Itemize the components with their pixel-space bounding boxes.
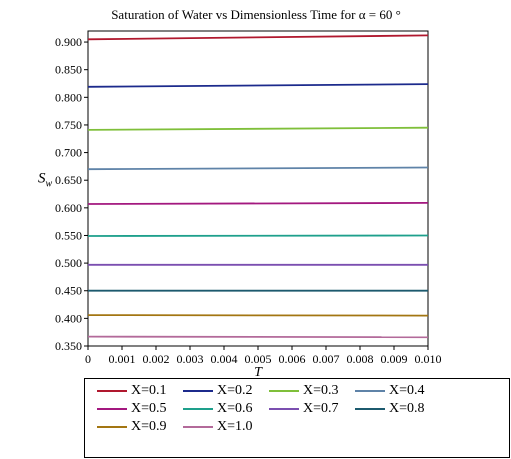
y-tick-label: 0.550	[55, 228, 82, 242]
legend-swatch	[355, 390, 385, 392]
legend-swatch	[97, 426, 127, 428]
series-line-x-0-4	[87, 166, 429, 171]
x-tick-label: 0.001	[109, 352, 136, 366]
legend-label: X=0.7	[303, 401, 339, 416]
plot-frame	[87, 30, 429, 347]
legend-swatch	[183, 426, 213, 428]
legend-label: X=0.1	[131, 383, 167, 398]
x-tick-label: 0.009	[381, 352, 408, 366]
legend-item: X=1.0	[183, 419, 253, 434]
legend-swatch	[183, 408, 213, 410]
y-tick-label: 0.350	[55, 339, 82, 353]
x-tick-label: 0.006	[279, 352, 306, 366]
y-axis-label-sub: w	[46, 178, 53, 189]
chart-title: Saturation of Water vs Dimensionless Tim…	[111, 7, 401, 22]
legend-label: X=0.3	[303, 383, 339, 398]
legend-label: X=0.5	[131, 401, 167, 416]
y-tick-label: 0.450	[55, 284, 82, 298]
legend-swatch	[97, 408, 127, 410]
x-tick-label: 0.010	[415, 352, 442, 366]
legend-item: X=0.9	[97, 419, 167, 434]
series-line-x-0-6	[87, 234, 429, 237]
x-tick-label: 0.004	[211, 352, 238, 366]
series-line-x-1-0	[87, 335, 429, 339]
legend-item: X=0.1	[97, 383, 167, 398]
legend-label: X=0.8	[389, 401, 425, 416]
legend-item: X=0.3	[269, 383, 339, 398]
y-tick-label: 0.400	[55, 311, 82, 325]
x-tick-label: 0.005	[245, 352, 272, 366]
legend-label: X=0.9	[131, 419, 167, 434]
legend-item: X=0.7	[269, 401, 339, 416]
legend: X=0.1 X=0.2 X=0.3 X=0.4 X=0.5 X=0.6 X=0.7 X=0.8…	[84, 378, 510, 458]
x-tick-label: 0.003	[177, 352, 204, 366]
chart: Saturation of Water vs Dimensionless Tim…	[38, 7, 442, 378]
y-tick-label: 0.900	[55, 35, 82, 49]
legend-swatch	[355, 408, 385, 410]
y-axis-label-main: S	[38, 170, 46, 186]
y-tick-label: 0.650	[55, 173, 82, 187]
legend-item: X=0.6	[183, 401, 253, 416]
x-tick-label: 0.002	[143, 352, 170, 366]
legend-swatch	[183, 390, 213, 392]
legend-label: X=0.6	[217, 401, 253, 416]
y-axis-label: Sw	[38, 170, 53, 189]
plot-area: 0.350 0.400 0.450 0.500 0.550 0.600 0.650 0.700…	[55, 30, 442, 366]
x-tick-label: 0.008	[347, 352, 374, 366]
legend-swatch	[269, 408, 299, 410]
x-tick-label: 0.007	[313, 352, 340, 366]
y-tick-label: 0.800	[55, 90, 82, 104]
y-tick-label: 0.700	[55, 146, 82, 160]
legend-item: X=0.5	[97, 401, 167, 416]
legend-label: X=0.2	[217, 383, 253, 398]
legend-swatch	[269, 390, 299, 392]
y-tick-label: 0.500	[55, 256, 82, 270]
y-tick-label: 0.600	[55, 201, 82, 215]
series-line-x-0-3	[87, 126, 429, 131]
series-line-x-0-2	[87, 83, 429, 88]
legend-label: X=1.0	[217, 419, 253, 434]
series-line-x-0-5	[87, 201, 429, 205]
legend-item: X=0.8	[355, 401, 425, 416]
y-tick-label: 0.850	[55, 63, 82, 77]
y-tick-label: 0.750	[55, 118, 82, 132]
legend-item: X=0.4	[355, 383, 425, 398]
legend-label: X=0.4	[389, 383, 425, 398]
series-line-x-0-9	[87, 314, 429, 317]
legend-item: X=0.2	[183, 383, 253, 398]
x-axis-label: T	[254, 365, 263, 378]
series-line-x-0-1	[87, 34, 429, 41]
legend-swatch	[97, 390, 127, 392]
x-tick-label: 0	[85, 352, 91, 366]
